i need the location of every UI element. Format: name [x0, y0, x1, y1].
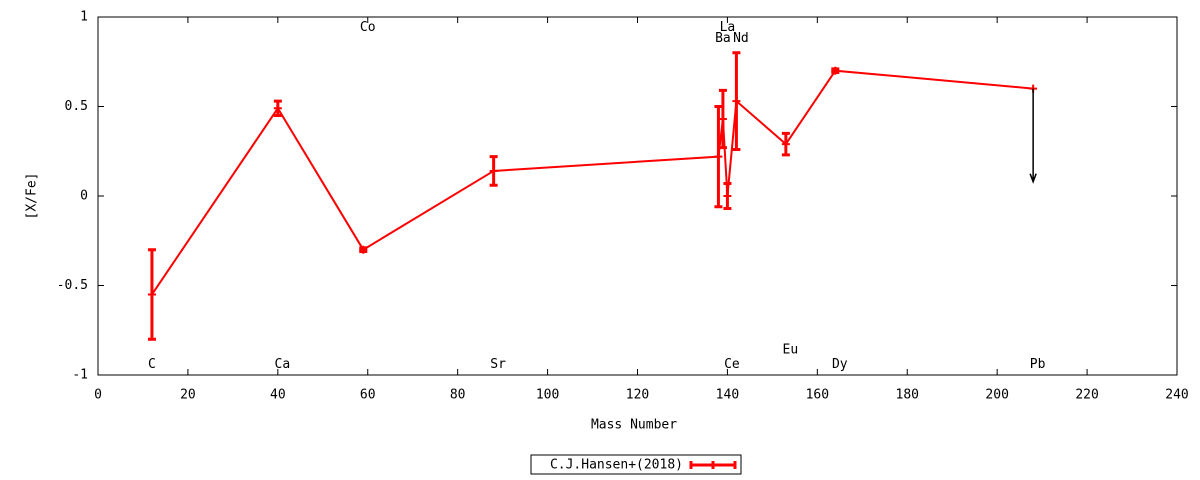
- x-tick-label: 180: [896, 388, 919, 403]
- y-tick-label: 0: [80, 189, 88, 204]
- element-label: Ce: [724, 357, 740, 372]
- x-tick-label: 160: [806, 388, 829, 403]
- x-tick-label: 240: [1165, 388, 1188, 403]
- element-label: Co: [360, 20, 376, 35]
- point: [714, 152, 723, 161]
- element-label: Ba: [715, 31, 731, 46]
- y-tick-label: -1: [72, 368, 88, 383]
- series-line: [151, 69, 1034, 296]
- x-tick-label: 60: [360, 388, 376, 403]
- x-tick-label: 200: [985, 388, 1008, 403]
- x-tick-label: 140: [716, 388, 739, 403]
- point: [718, 115, 727, 124]
- point: [359, 245, 368, 254]
- point: [147, 290, 156, 299]
- x-axis-label: Mass Number: [591, 418, 677, 433]
- y-tick-label: 0.5: [65, 99, 88, 114]
- x-tick-label: 220: [1075, 388, 1098, 403]
- element-label: Dy: [832, 357, 848, 372]
- point: [273, 104, 282, 113]
- element-label: Ca: [275, 357, 291, 372]
- point: [723, 192, 732, 200]
- y-tick-label: -0.5: [57, 278, 88, 293]
- element-label: La: [720, 20, 736, 35]
- element-label: Nd: [733, 31, 749, 46]
- element-label: Pb: [1030, 357, 1046, 372]
- x-tick-label: 20: [180, 388, 196, 403]
- legend-label: C.J.Hansen+(2018): [550, 458, 683, 473]
- y-tick-label: 1: [80, 10, 88, 25]
- element-label: Eu: [783, 342, 799, 357]
- upper-limit-arrow: [1029, 88, 1037, 184]
- x-tick-label: 40: [270, 388, 286, 403]
- plot-frame: [97, 16, 1178, 376]
- x-tick-label: 100: [536, 388, 559, 403]
- point: [831, 66, 840, 75]
- element-label: C: [148, 357, 156, 372]
- y-axis-label: [X/Fe]: [25, 173, 40, 220]
- x-tick-label: 0: [94, 388, 102, 403]
- x-tick-label: 80: [450, 388, 466, 403]
- element-label: Sr: [490, 357, 506, 372]
- legend-swatch: [689, 461, 737, 469]
- point: [489, 166, 498, 175]
- x-tick-label: 120: [626, 388, 649, 403]
- point: [781, 140, 790, 149]
- point: [732, 97, 741, 106]
- legend-box: [530, 454, 742, 475]
